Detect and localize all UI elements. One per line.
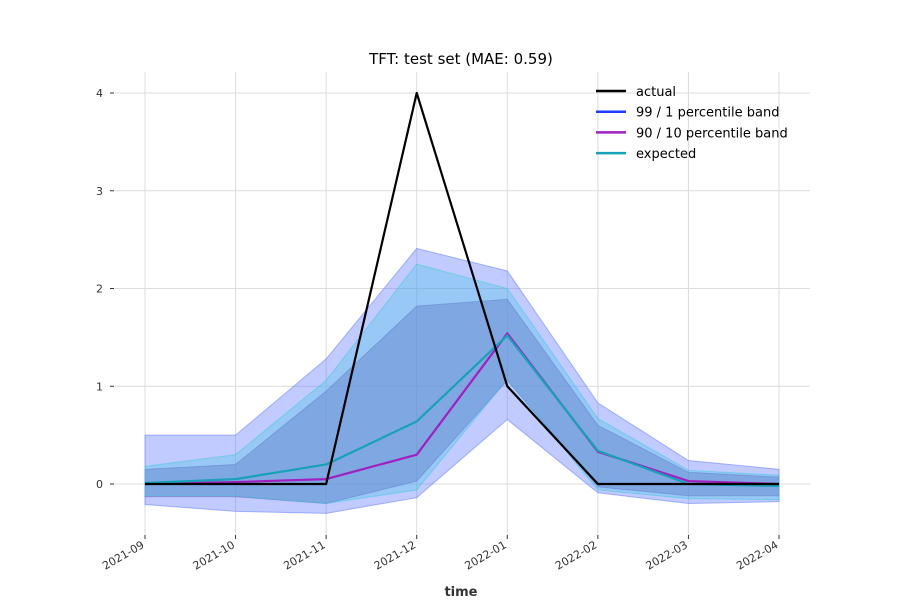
y-ticks: 0 1 2 3 4 <box>96 87 114 491</box>
band-2 <box>144 263 780 505</box>
legend-label: actual <box>636 85 676 100</box>
x-axis-label: time <box>444 585 477 600</box>
x-tick-label: 2021-11 <box>281 538 327 572</box>
band-0 <box>144 247 780 514</box>
y-tick-label: 1 <box>96 380 103 393</box>
legend-label: 90 / 10 percentile band <box>636 126 788 141</box>
legend-label: expected <box>636 147 696 162</box>
legend: actual 99 / 1 percentile band 90 / 10 perc… <box>596 85 788 162</box>
y-tick-label: 0 <box>96 478 103 491</box>
series-line-3 <box>144 334 780 488</box>
lines <box>144 91 780 488</box>
x-tick-label: 2022-03 <box>644 538 690 572</box>
x-tick-label: 2022-02 <box>553 538 599 572</box>
x-tick-label: 2022-04 <box>734 538 780 572</box>
x-tick-label: 2021-09 <box>100 538 146 572</box>
grid <box>115 72 810 535</box>
bands <box>144 247 780 514</box>
series-line-0 <box>145 91 779 486</box>
x-tick-label: 2021-12 <box>372 538 418 572</box>
series-line-2 <box>144 332 780 486</box>
y-tick-label: 3 <box>96 185 103 198</box>
chart-title: TFT: test set (MAE: 0.59) <box>368 50 553 68</box>
x-tick-label: 2022-01 <box>462 538 508 572</box>
legend-label: 99 / 1 percentile band <box>636 106 779 121</box>
x-tick-label: 2021-10 <box>191 538 237 572</box>
y-tick-label: 2 <box>96 283 103 296</box>
y-tick-label: 4 <box>96 87 103 100</box>
x-ticks: 2021-09 2021-10 2021-11 2021-12 2022-01 2022-… <box>100 535 781 573</box>
